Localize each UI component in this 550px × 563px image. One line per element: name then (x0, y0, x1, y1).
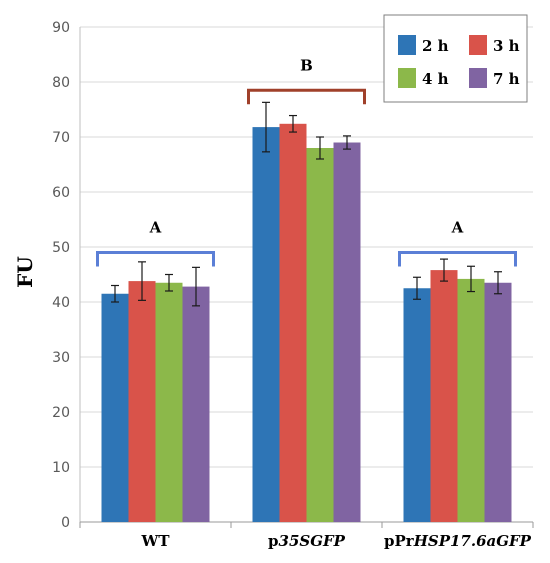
significance-bracket (398, 251, 517, 267)
y-tick-label: 0 (61, 515, 70, 531)
bar (155, 282, 183, 522)
legend-swatch (398, 68, 416, 88)
error-bar (413, 276, 421, 300)
y-tick-label: 70 (52, 130, 70, 146)
significance-letter: A (149, 219, 162, 237)
legend-swatch (469, 35, 487, 55)
bar (333, 142, 361, 522)
y-tick-label: 60 (52, 185, 70, 201)
bar (484, 282, 512, 522)
y-tick-label: 30 (52, 350, 70, 366)
y-axis-label: FU (13, 256, 37, 288)
y-tick-label: 20 (52, 405, 70, 421)
significance-letter: B (300, 56, 313, 74)
error-bar (111, 284, 119, 303)
error-bar (316, 136, 324, 160)
error-bar (440, 258, 448, 282)
error-bar (192, 266, 200, 307)
bar-series (101, 123, 512, 523)
bar (101, 293, 129, 522)
legend-label: 2 h (422, 37, 449, 55)
legend: 2 h 3 h 4 h 7 h (383, 14, 528, 103)
error-bar (494, 271, 502, 295)
bar (252, 127, 280, 522)
error-bar (138, 261, 146, 301)
legend-label: 3 h (493, 37, 520, 55)
legend-swatch (398, 35, 416, 55)
significance-bracket (247, 88, 366, 105)
error-bar (289, 114, 297, 133)
error-bar (165, 273, 173, 292)
error-bar (467, 265, 475, 293)
significance-letter: A (451, 219, 464, 237)
error-bar (343, 135, 351, 150)
y-tick-label: 40 (52, 295, 70, 311)
x-category-labels: WT p35SGFP pPrHSP17.6aGFP (140, 532, 531, 550)
y-tick-label: 50 (52, 240, 70, 256)
bar (430, 270, 458, 522)
bar (182, 286, 210, 522)
x-category-label: p35SGFP (268, 532, 346, 550)
legend-label: 7 h (493, 70, 520, 88)
significance-bracket (96, 251, 215, 267)
bar (128, 281, 156, 522)
error-bars (111, 101, 502, 307)
error-bar (262, 101, 270, 153)
x-category-label: pPrHSP17.6aGFP (384, 532, 532, 550)
legend-label: 4 h (422, 70, 449, 88)
bar (279, 123, 307, 523)
x-category-label: WT (140, 532, 170, 550)
significance-annotations: A B A (96, 56, 517, 267)
bar (403, 288, 431, 522)
y-tick-label: 10 (52, 460, 70, 476)
y-tick-label: 80 (52, 75, 70, 91)
legend-box (383, 14, 528, 103)
y-tick-label: 90 (52, 20, 70, 36)
y-tick-labels: 0 10 20 30 40 50 60 70 80 90 (52, 20, 70, 531)
legend-swatch (469, 68, 487, 88)
bar (457, 278, 485, 522)
bar (306, 148, 334, 522)
